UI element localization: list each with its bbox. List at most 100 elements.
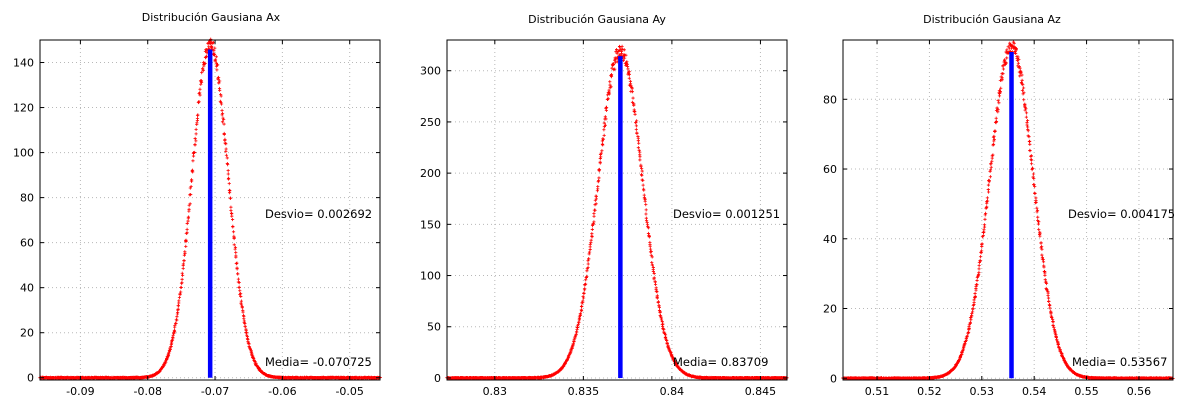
chart-az-point	[1020, 78, 1024, 82]
chart-az-point	[978, 258, 982, 263]
chart-az-point	[1028, 142, 1032, 146]
chart-ay-ticks: 0.83 0.835 0.84 0.845 0 50 100 150 200 250 300	[420, 40, 787, 398]
chart-ay-point	[608, 80, 612, 84]
chart-ay-point	[581, 296, 586, 300]
chart-ay-point	[615, 51, 619, 55]
chart-ax-point	[232, 236, 236, 241]
chart-ax-point	[191, 154, 196, 158]
chart-az-point	[1018, 74, 1022, 78]
chart-az-xtick-label-4: 0.55	[1074, 385, 1099, 398]
chart-ax-point	[177, 296, 182, 300]
chart-ax-point	[224, 142, 228, 146]
chart-ay-point	[651, 269, 655, 274]
chart-az-point	[1030, 166, 1035, 170]
chart-az-plot-frame	[842, 39, 1174, 381]
chart-az-point	[1048, 306, 1052, 310]
chart-ay-point	[640, 173, 644, 178]
chart-az-point	[1043, 273, 1047, 277]
chart-ax-point	[239, 301, 243, 305]
chart-ax-point	[235, 267, 239, 271]
chart-ay: Distribución Gausiana Ay 0.83 0.835 0.84 0.…	[420, 13, 789, 398]
chart-ax-point	[186, 219, 190, 223]
chart-az-xtick-label-5: 0.56	[1127, 385, 1152, 398]
chart-az-point	[1016, 55, 1020, 59]
chart-ay-point	[641, 178, 645, 182]
chart-ax-point	[231, 230, 236, 234]
chart-ax-point	[219, 94, 223, 98]
chart-ay-point	[598, 156, 602, 161]
chart-ax-point	[214, 55, 218, 59]
chart-az-point	[981, 230, 986, 234]
chart-ax-point	[174, 321, 178, 326]
chart-ax-point	[215, 68, 219, 72]
chart-az-point	[999, 86, 1003, 90]
chart-ay-point	[623, 56, 627, 60]
chart-ax-points	[38, 37, 382, 380]
chart-ay-point	[646, 231, 651, 236]
chart-ay-point	[653, 282, 658, 286]
chart-az-point	[1036, 215, 1040, 219]
chart-ax-point	[240, 306, 244, 310]
chart-az-point	[986, 190, 991, 194]
chart-az-point	[972, 298, 976, 302]
chart-ax-point	[230, 217, 235, 222]
chart-ax-point	[189, 192, 193, 197]
chart-az-point	[1058, 349, 1062, 353]
chart-ax-point	[212, 53, 217, 57]
chart-ax-plot-frame	[39, 39, 381, 381]
chart-ay-point	[636, 139, 640, 143]
chart-ay-point	[586, 262, 590, 266]
chart-ax-point	[179, 290, 183, 294]
chart-ay-point	[602, 133, 606, 137]
chart-az-point	[1050, 316, 1054, 320]
chart-ax-point	[198, 87, 202, 91]
chart-ay-point	[632, 102, 636, 106]
chart-az-point	[985, 205, 989, 209]
chart-ay-point	[604, 108, 608, 113]
chart-az-point	[1035, 206, 1039, 210]
chart-ax-point	[199, 80, 204, 85]
chart-az-point	[1025, 119, 1030, 123]
chart-ax-ytick-label-5: 100	[13, 147, 34, 160]
chart-ax-point	[180, 281, 184, 285]
chart-ay-point	[644, 212, 648, 216]
chart-ay-point	[633, 112, 637, 116]
chart-ay-plot-frame	[446, 39, 788, 381]
chart-ax-point	[237, 281, 241, 285]
chart-ay-point	[609, 85, 613, 89]
chart-ay-point	[627, 70, 631, 74]
chart-ax-point	[229, 211, 234, 215]
chart-az-point	[996, 108, 1000, 112]
chart-ax-xtick-label-2: -0.07	[201, 385, 229, 398]
chart-ax-point	[226, 177, 231, 181]
chart-ay-point	[589, 238, 593, 242]
chart-ay-point	[615, 47, 619, 52]
chart-ay-point	[586, 266, 590, 270]
chart-ay-point	[635, 132, 639, 136]
chart-ay-point	[596, 185, 600, 189]
chart-ax-point	[222, 131, 226, 136]
chart-ax-point	[234, 251, 238, 255]
chart-ay-ytick-label-4: 200	[420, 167, 441, 180]
chart-az-point	[1040, 247, 1044, 251]
chart-az-media-label: Media= 0.53567	[1072, 355, 1167, 369]
chart-ay-point	[634, 124, 638, 128]
chart-ay-point	[584, 282, 588, 286]
chart-ax-point	[226, 163, 230, 167]
chart-ay-point	[574, 330, 579, 334]
chart-ay-ytick-label-6: 300	[420, 65, 441, 78]
chart-ay-point	[606, 93, 610, 97]
chart-ay-point	[601, 137, 606, 141]
chart-ay-point	[659, 318, 664, 322]
chart-ay-point	[582, 292, 586, 296]
chart-ax: Distribución Gausiana Ax -0.09 -0.08 -0.07…	[13, 11, 382, 398]
chart-az-point	[968, 320, 972, 325]
chart-az-point	[1051, 324, 1055, 328]
chart-ax-point	[234, 255, 238, 259]
chart-az-desvio-label: Desvio= 0.004175	[1068, 207, 1175, 221]
chart-ax-point	[201, 68, 205, 72]
chart-ax-desvio-label: Desvio= 0.002692	[265, 207, 372, 221]
chart-ay-point	[655, 296, 659, 300]
chart-ax-title: Distribución Gausiana Ax	[142, 11, 281, 24]
